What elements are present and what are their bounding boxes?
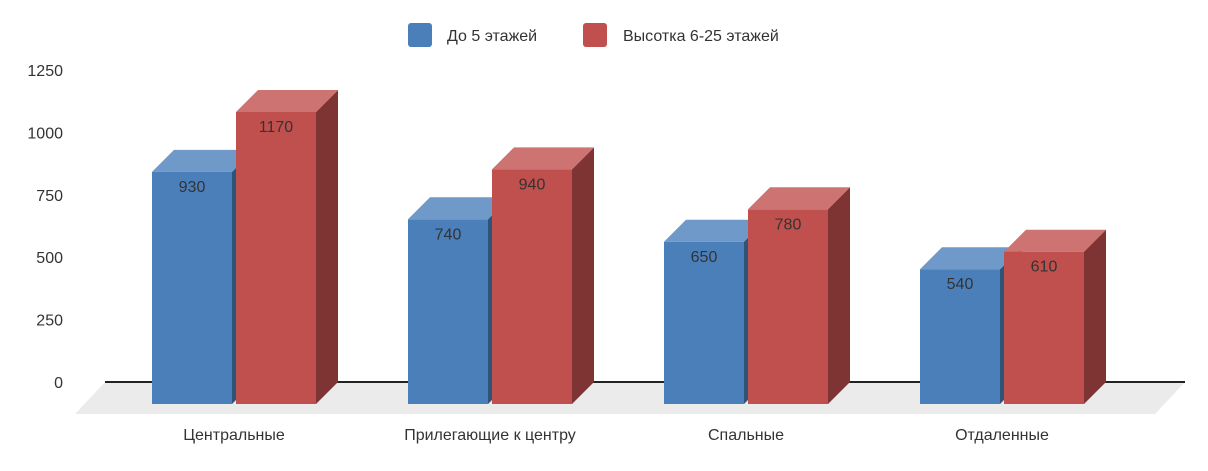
bar-top-face xyxy=(748,187,850,210)
data-label: 780 xyxy=(775,216,802,233)
bar-high-3 xyxy=(748,187,850,404)
bar-front-face xyxy=(152,171,232,404)
y-tick-label: 500 xyxy=(36,250,63,267)
bar-front-face xyxy=(664,241,744,404)
data-label: 1170 xyxy=(259,119,294,136)
legend-label-1: До 5 этажей xyxy=(447,28,537,45)
x-category-label: Прилегающие к центру xyxy=(404,427,576,444)
bar-high-2 xyxy=(492,147,594,404)
y-tick-label: 750 xyxy=(36,188,63,205)
data-label: 940 xyxy=(519,176,546,193)
legend-swatch-1 xyxy=(408,23,432,47)
data-label: 930 xyxy=(179,179,206,196)
data-label: 740 xyxy=(435,226,462,243)
legend: До 5 этажей Высотка 6-25 этажей xyxy=(408,23,779,47)
bar-top-face xyxy=(492,147,594,170)
y-tick-label: 1250 xyxy=(27,63,63,80)
bar-top-face xyxy=(664,219,766,242)
bar-side-face xyxy=(316,89,338,404)
bar-side-face xyxy=(1084,229,1106,404)
y-tick-label: 250 xyxy=(36,313,63,330)
bar-front-face xyxy=(492,169,572,404)
bar-top-face xyxy=(920,247,1022,270)
bar-high-4 xyxy=(1004,229,1106,404)
bar-top-face xyxy=(1004,229,1106,252)
bar-high-1 xyxy=(236,89,338,404)
x-category-label: Отдаленные xyxy=(955,427,1049,444)
x-category-label: Спальные xyxy=(708,427,784,444)
bar-top-face xyxy=(152,149,254,172)
bar-front-face xyxy=(408,219,488,404)
y-axis: 0 250 500 750 1000 1250 xyxy=(27,63,63,392)
bar-top-face xyxy=(236,89,338,112)
data-labels: 930 1170 740 940 650 780 540 610 xyxy=(179,119,1058,293)
legend-label-2: Высотка 6-25 этажей xyxy=(623,28,779,45)
y-tick-label: 0 xyxy=(54,375,63,392)
bars xyxy=(152,89,1106,404)
bar-front-face xyxy=(920,269,1000,404)
bar-front-face xyxy=(748,209,828,404)
data-label: 540 xyxy=(947,276,974,293)
bar-top-face xyxy=(408,197,510,220)
bar-front-face xyxy=(1004,251,1084,404)
floor-plane xyxy=(75,382,1185,414)
y-tick-label: 1000 xyxy=(27,125,63,142)
x-axis: Центральные Прилегающие к центру Спальные О… xyxy=(183,427,1049,444)
bar-side-face xyxy=(572,147,594,404)
data-label: 650 xyxy=(691,249,718,266)
bar-side-face xyxy=(828,187,850,404)
bar-front-face xyxy=(236,111,316,404)
x-category-label: Центральные xyxy=(183,427,285,444)
data-label: 610 xyxy=(1031,259,1058,276)
legend-swatch-2 xyxy=(583,23,607,47)
